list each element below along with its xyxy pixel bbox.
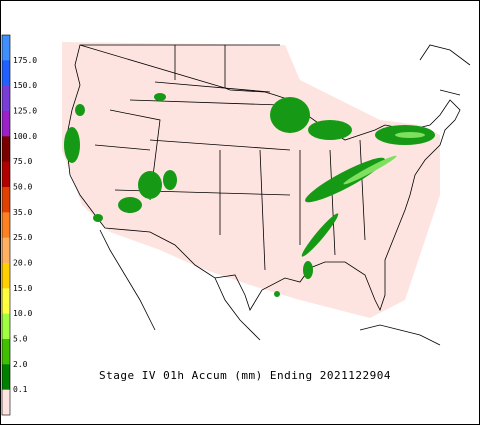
state-lines	[80, 44, 366, 271]
legend-swatch	[2, 263, 10, 289]
coverage	[62, 42, 440, 318]
precip-area	[305, 157, 385, 203]
legend-label: 50.0	[13, 183, 32, 192]
legend-label: 15.0	[13, 284, 32, 293]
legend-label: 5.0	[13, 335, 28, 344]
canada-coast	[419, 44, 471, 96]
legend-swatch	[2, 60, 10, 86]
cuba	[359, 324, 441, 346]
precip-areas-light	[343, 132, 425, 185]
radar-coverage	[62, 42, 440, 318]
precip-area	[163, 170, 177, 190]
legend-swatch	[2, 212, 10, 238]
legend-swatch	[2, 389, 10, 416]
legend-label: 35.0	[13, 208, 32, 217]
legend-swatch	[2, 161, 10, 188]
legend-swatch	[2, 313, 10, 340]
legend-label: 20.0	[13, 259, 32, 268]
precip-area	[301, 213, 339, 257]
legend-label: 125.0	[13, 107, 37, 116]
baja-coast	[99, 229, 156, 331]
legend-swatch	[2, 237, 10, 264]
precip-area	[154, 93, 166, 101]
legend-swatch	[2, 339, 10, 365]
precip-area	[75, 104, 85, 116]
legend-label: 0.1	[13, 385, 28, 394]
legend-label: 2.0	[13, 360, 28, 369]
precip-area	[138, 171, 162, 199]
precip-area	[274, 291, 280, 297]
legend-swatch	[2, 35, 10, 61]
legend-label: 175.0	[13, 56, 37, 65]
precip-area	[395, 132, 425, 138]
legend: 175.0 150.0 125.0 100.0 75.0 50.0 35.0 25.0 20.0…	[1, 34, 37, 416]
legend-swatch	[2, 187, 10, 213]
precip-areas	[64, 93, 435, 297]
legend-border	[1, 34, 11, 416]
precip-area	[343, 155, 397, 185]
legend-label: 150.0	[13, 81, 37, 90]
precip-area	[93, 214, 103, 222]
precip-area	[270, 97, 310, 133]
mexico-coast	[214, 277, 261, 341]
legend-swatch	[2, 111, 10, 137]
legend-label: 25.0	[13, 233, 32, 242]
precip-area	[118, 197, 142, 213]
legend-swatch	[2, 136, 10, 162]
legend-swatch	[2, 288, 10, 314]
map-title: Stage IV 01h Accum (mm) Ending 202112290…	[99, 369, 391, 382]
precip-area	[303, 261, 313, 279]
precip-area	[308, 120, 352, 140]
legend-swatch	[2, 364, 10, 390]
legend-label: 10.0	[13, 309, 32, 318]
legend-label: 75.0	[13, 157, 32, 166]
legend-label: 100.0	[13, 132, 37, 141]
precip-area	[64, 127, 80, 163]
legend-swatch	[2, 85, 10, 112]
